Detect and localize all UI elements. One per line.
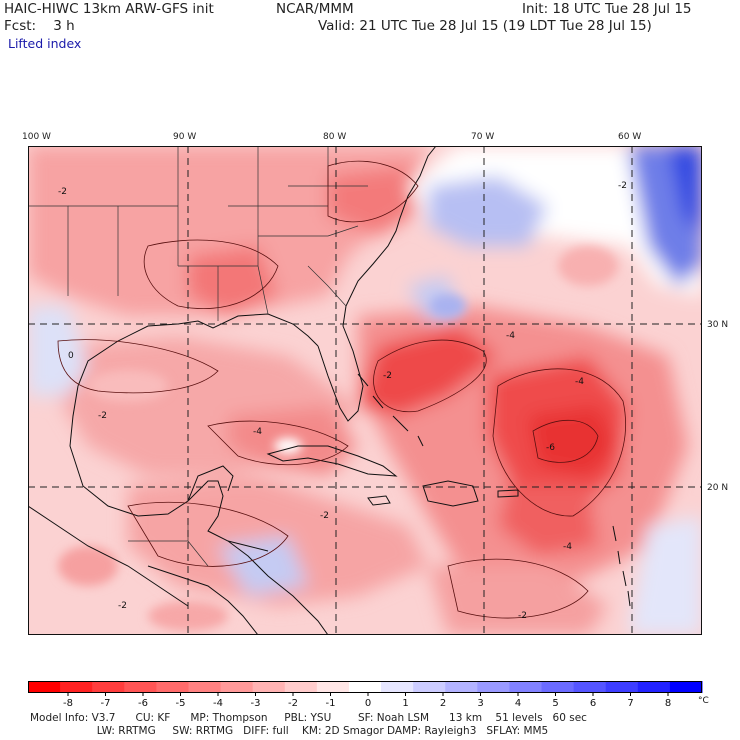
lon-label-70w: 70 W <box>471 132 495 142</box>
state-borders <box>28 146 368 567</box>
model-title: HAIC-HIWC 13km ARW-GFS init <box>4 1 214 17</box>
colorbar-swatch <box>220 681 254 693</box>
coastlines <box>28 146 631 635</box>
colorbar-tick-label: -3 <box>251 698 261 709</box>
model-info-line2: LW: RRTMG SW: RRTMG DIFF: full KM: 2D Sm… <box>30 725 549 737</box>
colorbar-tick-label: -5 <box>176 698 186 709</box>
contour-label: -2 <box>118 601 127 611</box>
contour-label: -4 <box>563 542 572 552</box>
colorbar-swatch <box>60 681 93 693</box>
colorbar-swatch <box>156 681 189 693</box>
colorbar-swatch <box>541 681 575 693</box>
contour-label: -2 <box>98 411 107 421</box>
contour-label: -4 <box>253 427 262 437</box>
colorbar-tick-label: 8 <box>665 698 671 709</box>
colorbar-cells <box>28 681 703 693</box>
contour-label: -6 <box>546 443 555 453</box>
colorbar-swatch <box>28 681 61 693</box>
colorbar-swatch <box>413 681 446 693</box>
colorbar-tick-label: 1 <box>402 698 408 709</box>
colorbar-swatch <box>477 681 510 693</box>
forecast-hour: Fcst: 3 h <box>4 18 75 34</box>
lon-label-60w: 60 W <box>618 132 642 142</box>
contour-label: -4 <box>575 377 584 387</box>
colorbar-swatch <box>509 681 543 693</box>
map-frame <box>28 146 702 635</box>
colorbar-swatch <box>637 681 671 693</box>
colorbar-swatch <box>669 681 703 693</box>
colorbar-frame <box>28 681 702 693</box>
colorbar-swatch <box>573 681 607 693</box>
lat-label-20n: 20 N <box>707 483 729 493</box>
colorbar-tick-label: 7 <box>627 698 633 709</box>
contour-label: -2 <box>518 611 527 621</box>
colorbar-swatch <box>92 681 125 693</box>
contour-label: -2 <box>58 187 67 197</box>
colorbar: -8 -7 -6 -5 -4 -3 -2 -1 0 1 2 3 4 5 6 7 8 °C <box>28 681 709 709</box>
colorbar-tick-label: 2 <box>440 698 446 709</box>
colorbar-tick-label: 3 <box>477 698 483 709</box>
colorbar-swatch <box>252 681 286 693</box>
colorbar-swatch <box>381 681 414 693</box>
contour-label: -2 <box>320 511 329 521</box>
colorbar-tick-label: -7 <box>101 698 111 709</box>
colorbar-unit: °C <box>698 696 709 706</box>
colorbar-swatch <box>124 681 157 693</box>
colorbar-tick-label: -6 <box>138 698 148 709</box>
contour-value-labels: -2 -2 -2 -2 -4 -4 -4 -4 -6 -2 -2 0 -2 <box>58 181 627 621</box>
valid-time: Valid: 21 UTC Tue 28 Jul 15 (19 LDT Tue … <box>318 18 652 34</box>
contour-label: -2 <box>383 371 392 381</box>
colorbar-swatch <box>605 681 639 693</box>
contour-label: 0 <box>68 351 74 361</box>
organization-label: NCAR/MMM <box>276 1 354 17</box>
colorbar-tick-label: 0 <box>365 698 371 709</box>
graticule <box>28 146 702 635</box>
colorbar-swatch <box>445 681 478 693</box>
colorbar-tick-label: 6 <box>590 698 596 709</box>
colorbar-swatch <box>316 681 350 693</box>
lat-label-30n: 30 N <box>707 320 729 330</box>
lon-label-90w: 90 W <box>173 132 197 142</box>
model-info-line1: Model Info: V3.7 CU: KF MP: Thompson PBL… <box>30 712 587 724</box>
colorbar-tick-label: -1 <box>326 698 336 709</box>
colorbar-tick-label: 4 <box>515 698 521 709</box>
colorbar-swatch <box>348 681 382 693</box>
field-name: Lifted index <box>8 36 82 51</box>
contour-label: -2 <box>618 181 627 191</box>
colorbar-tick-label: -8 <box>63 698 73 709</box>
colorbar-tick-label: 5 <box>552 698 558 709</box>
colorbar-tick-labels: -8 -7 -6 -5 -4 -3 -2 -1 0 1 2 3 4 5 6 7 8 <box>63 693 671 709</box>
colorbar-swatch <box>284 681 318 693</box>
contour-label: -4 <box>506 331 515 341</box>
lifted-index-map: -2 -2 -2 -2 -4 -4 -4 -4 -6 -2 -2 0 -2 <box>28 146 702 635</box>
colorbar-swatch <box>188 681 222 693</box>
lon-label-100w: 100 W <box>22 132 51 142</box>
init-time: Init: 18 UTC Tue 28 Jul 15 <box>522 1 692 17</box>
lon-label-80w: 80 W <box>323 132 347 142</box>
colorbar-tick-label: -4 <box>213 698 223 709</box>
colorbar-tick-label: -2 <box>288 698 298 709</box>
contour-lines <box>57 160 626 619</box>
